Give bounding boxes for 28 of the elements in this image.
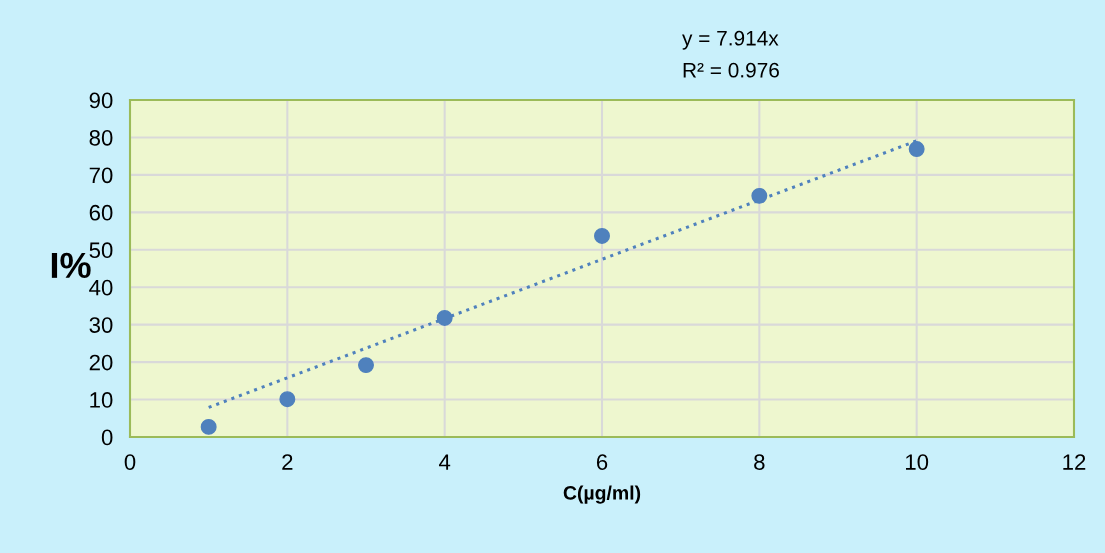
- text: R² = 0.976: [683, 62, 779, 78]
- point: [358, 357, 374, 374]
- x-tick-label: 2: [282, 454, 293, 470]
- y-tick-label: 10: [90, 392, 113, 408]
- point: [751, 187, 768, 204]
- x-tick-label: 4: [439, 454, 451, 470]
- text: y = 7.914x: [682, 30, 779, 50]
- y-axis-title: I%: [51, 252, 91, 279]
- point: [279, 391, 296, 408]
- x-tick-label: 12: [1063, 454, 1086, 470]
- y-tick-label: 40: [89, 279, 113, 296]
- y-tick-label: 80: [89, 129, 113, 146]
- point: [908, 141, 925, 158]
- x-axis-title: C(µg/ml): [563, 485, 641, 504]
- y-tick-label: 70: [89, 167, 113, 184]
- point: [594, 227, 610, 244]
- y-tick-label: 20: [89, 354, 113, 371]
- point: [436, 309, 453, 326]
- x-tick-label: 10: [906, 454, 929, 470]
- y-tick-label: 30: [89, 317, 113, 333]
- y-tick-label: 90: [89, 92, 113, 109]
- x-tick-label: 0: [124, 454, 136, 470]
- y-tick-label: 50: [89, 242, 113, 259]
- x-tick-label: 6: [596, 454, 608, 470]
- y-tick-label: 0: [101, 429, 113, 446]
- y-tick-label: 60: [89, 204, 113, 221]
- point: [200, 418, 217, 435]
- x-tick-label: 8: [754, 454, 765, 470]
